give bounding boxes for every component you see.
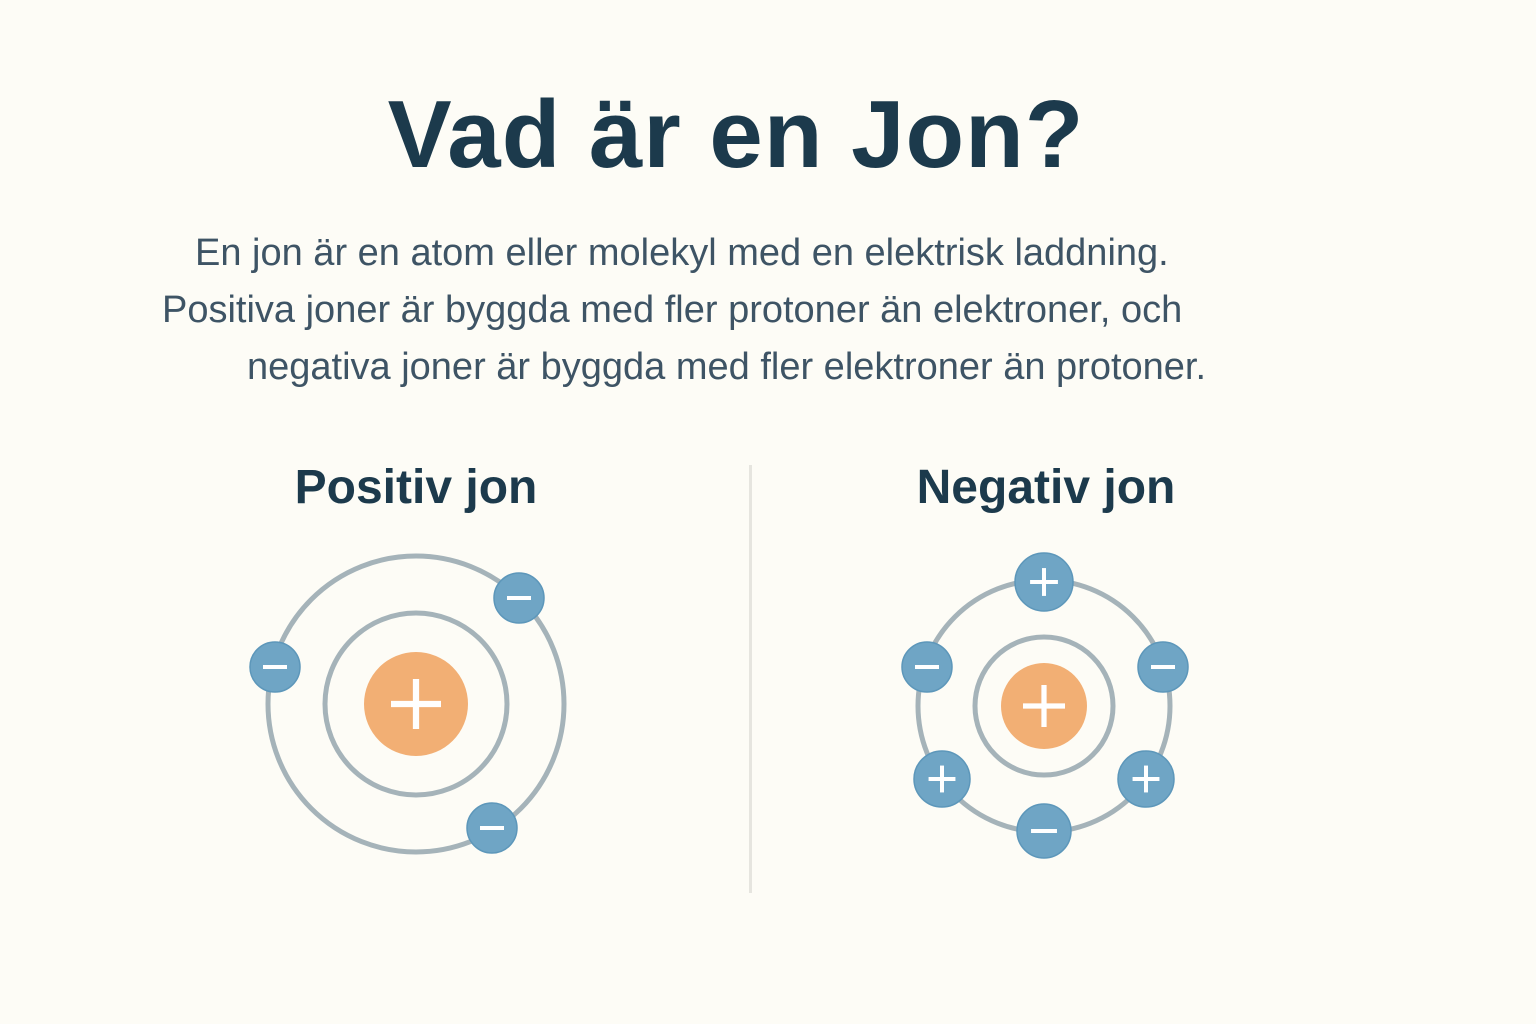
negative-ion-label: Negativ jon [916,461,1176,514]
inner-orbit [322,610,510,798]
divider [749,465,752,893]
outer-orbit [265,553,567,855]
description-line-2: Positiva joner är byggda med fler proton… [162,289,1183,331]
inner-orbit [972,634,1116,778]
description-line-1: En jon är en atom eller molekyl med en e… [195,232,1169,274]
page-title: Vad är en Jon? [387,81,1085,188]
positive-ion-label: Positiv jon [294,461,538,514]
description-line-3: negativa joner är byggda med fler elektr… [247,346,1207,388]
